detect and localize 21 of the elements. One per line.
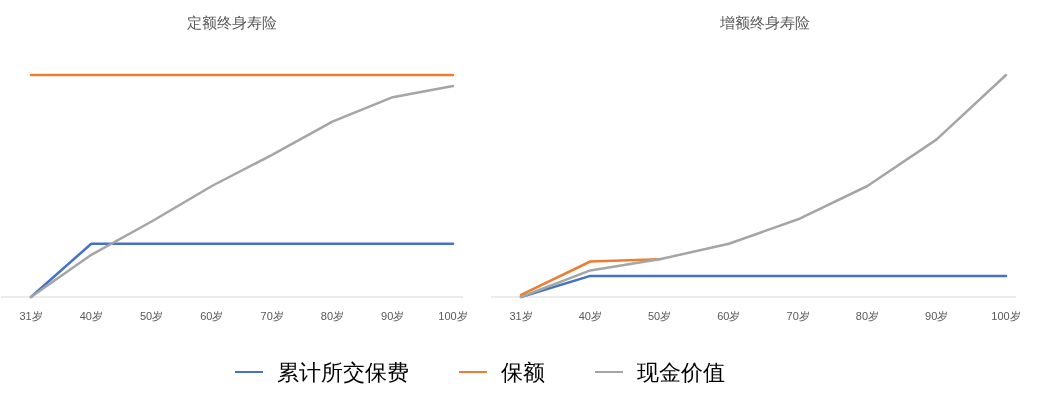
legend-label: 现金价值 [637,360,725,385]
x-tick-label: 60岁 [200,310,224,322]
x-tick-label: 31岁 [509,310,533,322]
x-tick-label: 90岁 [925,310,949,322]
x-tick-label: 70岁 [786,310,810,322]
x-tick-label: 80岁 [320,310,345,322]
x-tick-label: 40岁 [79,310,103,322]
legend-label: 累计所交保费 [277,360,409,385]
chart-title: 增额终身寿险 [719,14,810,31]
chart-title: 定额终身寿险 [187,14,277,31]
x-tick-label: 70岁 [260,310,284,322]
x-tick-label: 40岁 [578,310,602,322]
x-tick-label: 50岁 [139,310,164,322]
x-tick-label: 100岁 [991,310,1021,322]
x-tick-label: 100岁 [438,310,468,322]
x-tick-label: 50岁 [647,310,672,322]
legend-label: 保额 [501,360,545,385]
x-tick-label: 80岁 [855,310,880,322]
x-tick-label: 60岁 [717,310,741,322]
x-tick-label: 31岁 [19,310,43,322]
x-tick-label: 90岁 [381,310,405,322]
